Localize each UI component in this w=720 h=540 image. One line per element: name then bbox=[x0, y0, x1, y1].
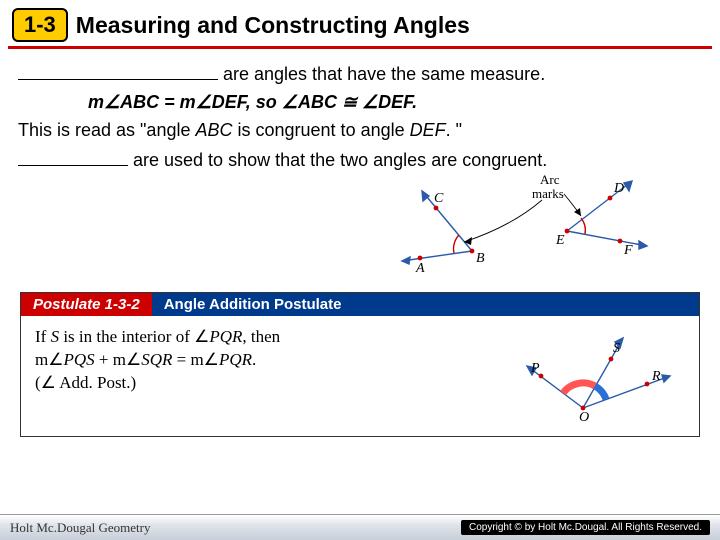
text: ABC bbox=[195, 120, 232, 140]
svg-text:R: R bbox=[651, 369, 661, 384]
postulate-title: Angle Addition Postulate bbox=[152, 293, 699, 316]
footer-copyright: Copyright © by Holt Mc.Dougal. All Right… bbox=[461, 520, 710, 535]
text: is congruent to angle bbox=[233, 120, 410, 140]
svg-text:F: F bbox=[623, 243, 633, 258]
svg-text:D: D bbox=[613, 181, 624, 196]
definition-line: are angles that have the same measure. bbox=[18, 61, 702, 86]
postulate-text: If S is in the interior of ∠PQR, then m∠… bbox=[35, 326, 505, 428]
text: . " bbox=[446, 120, 462, 140]
postulate-tag: Postulate 1-3-2 bbox=[21, 293, 152, 316]
fill-blank-2 bbox=[18, 147, 128, 166]
footer: Holt Mc.Dougal Geometry Copyright © by H… bbox=[0, 514, 720, 540]
equation: m∠ABC = m∠DEF, so ∠ABC ≅ ∠DEF. bbox=[88, 92, 417, 112]
text: DEF bbox=[410, 120, 446, 140]
svg-text:marks: marks bbox=[532, 186, 564, 201]
text: are angles that have the same measure. bbox=[218, 64, 545, 84]
main-content: are angles that have the same measure. m… bbox=[0, 59, 720, 288]
svg-text:E: E bbox=[555, 233, 565, 248]
svg-text:Q: Q bbox=[579, 410, 589, 421]
lesson-number: 1-3 bbox=[12, 8, 68, 42]
congruent-angles-diagram: A B C D E F Arcmarks bbox=[18, 166, 702, 282]
postulate-diagram: P Q R S bbox=[505, 326, 685, 428]
svg-text:Arc: Arc bbox=[540, 172, 560, 187]
svg-text:C: C bbox=[434, 191, 444, 206]
svg-text:P: P bbox=[530, 361, 540, 376]
svg-text:A: A bbox=[415, 261, 425, 276]
svg-text:S: S bbox=[613, 341, 620, 356]
page-title: Measuring and Constructing Angles bbox=[76, 12, 470, 39]
postulate-box: Postulate 1-3-2 Angle Addition Postulate… bbox=[20, 292, 700, 437]
header-rule bbox=[8, 46, 712, 49]
fill-blank-1 bbox=[18, 61, 218, 80]
equation-line: m∠ABC = m∠DEF, so ∠ABC ≅ ∠DEF. bbox=[88, 90, 702, 114]
svg-text:B: B bbox=[476, 251, 485, 266]
footer-brand: Holt Mc.Dougal Geometry bbox=[10, 520, 150, 536]
read-as-line: This is read as "angle ABC is congruent … bbox=[18, 118, 702, 142]
text: This is read as "angle bbox=[18, 120, 195, 140]
